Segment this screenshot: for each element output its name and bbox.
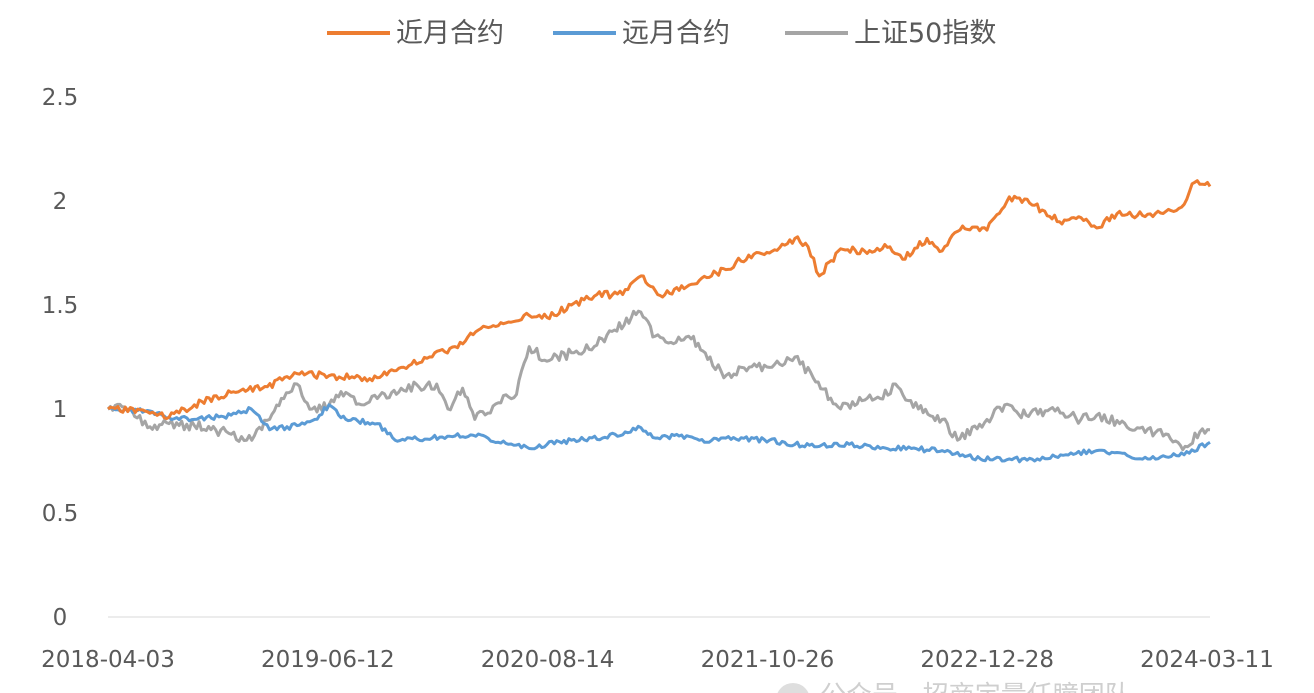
watermark-logo-icon	[777, 683, 809, 693]
legend-label: 近月合约	[396, 18, 504, 49]
y-tick-label: 2	[53, 189, 68, 215]
legend-item: 远月合约	[553, 18, 730, 49]
series-line-near-month	[107, 179, 1212, 421]
x-tick-label: 2022-12-28	[920, 647, 1054, 673]
x-tick-label: 2024-03-11	[1140, 647, 1274, 673]
y-tick-label: 1	[53, 397, 68, 423]
y-tick-label: 0.5	[42, 501, 79, 527]
x-tick-label: 2019-06-12	[261, 647, 395, 673]
y-tick-label: 2.5	[42, 85, 79, 111]
chart-legend: 近月合约 远月合约 上证50指数	[327, 18, 996, 49]
x-axis-tick-labels: 2018-04-03 2019-06-12 2020-08-14 2021-10-26…	[41, 647, 1274, 673]
series-layer	[106, 179, 1212, 464]
y-tick-label: 1.5	[42, 293, 79, 319]
x-tick-label: 2020-08-14	[481, 647, 615, 673]
x-tick-label: 2021-10-26	[701, 647, 835, 673]
legend-label: 远月合约	[622, 18, 730, 49]
y-tick-label: 0	[53, 605, 68, 631]
watermark: 公众号 · 招商定量任瞳团队	[777, 681, 1131, 693]
legend-item: 上证50指数	[785, 18, 996, 49]
series-line-sse50	[106, 309, 1211, 452]
y-axis-tick-labels: 0 0.5 1 1.5 2 2.5	[42, 85, 79, 631]
series-line-far-month	[107, 403, 1211, 464]
watermark-text: 公众号 · 招商定量任瞳团队	[820, 681, 1131, 693]
legend-label: 上证50指数	[854, 18, 996, 49]
legend-item: 近月合约	[327, 18, 504, 49]
x-tick-label: 2018-04-03	[41, 647, 175, 673]
